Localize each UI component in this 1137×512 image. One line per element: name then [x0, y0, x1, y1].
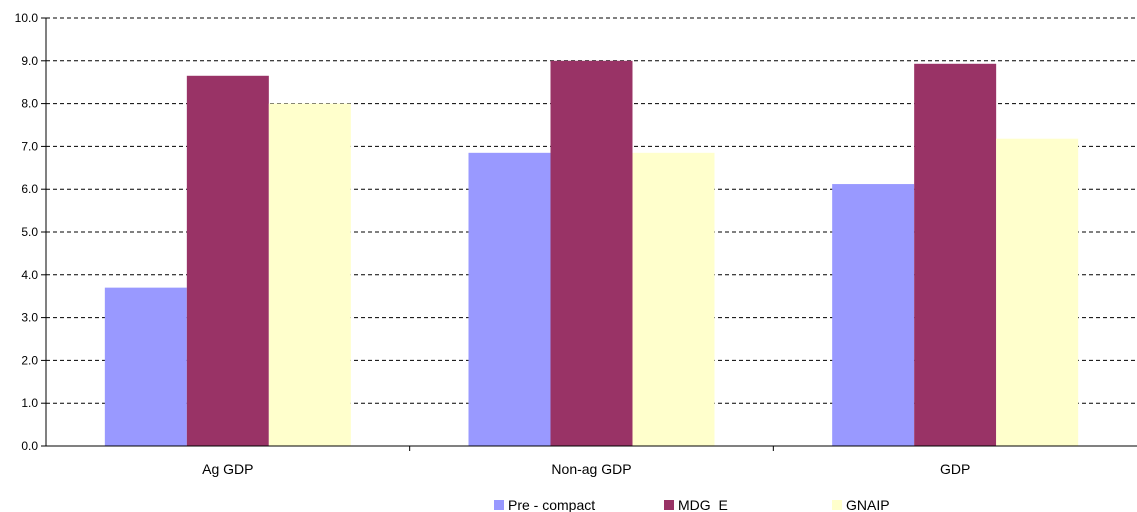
bars-group: [104, 60, 1079, 447]
bar: [832, 184, 915, 446]
y-tick-label: 4.0: [21, 268, 38, 282]
y-tick-label: 3.0: [21, 311, 38, 325]
y-tick-labels: 0.0 1.0 2.0 3.0 4.0 5.0 6.0 7.0 8.0 9.0 10.0: [15, 11, 39, 453]
bar: [550, 60, 633, 447]
legend: Pre - compact MDG E GNAIP: [494, 497, 890, 512]
x-category-label: Non-ag GDP: [551, 461, 631, 477]
bar: [104, 287, 187, 446]
y-tick-label: 2.0: [21, 353, 38, 367]
bar: [268, 103, 351, 446]
y-tick-label: 7.0: [21, 139, 38, 153]
x-category-labels: Ag GDP Non-ag GDP GDP: [202, 461, 970, 477]
legend-label: Pre - compact: [508, 497, 595, 512]
legend-label: GNAIP: [846, 497, 890, 512]
legend-swatch: [494, 500, 504, 510]
y-tick-label: 9.0: [21, 54, 38, 68]
y-tick-label: 5.0: [21, 225, 38, 239]
axes: [41, 17, 1137, 451]
legend-swatch: [832, 500, 842, 510]
y-tick-label: 10.0: [15, 11, 39, 25]
x-category-label: GDP: [940, 461, 970, 477]
y-tick-label: 0.0: [21, 439, 38, 453]
bar: [996, 138, 1079, 447]
bar: [186, 75, 269, 446]
legend-label: MDG E: [678, 497, 728, 512]
bar: [914, 63, 997, 447]
y-tick-label: 6.0: [21, 182, 38, 196]
y-tick-label: 8.0: [21, 97, 38, 111]
legend-swatch: [664, 500, 674, 510]
x-category-label: Ag GDP: [202, 461, 253, 477]
y-tick-label: 1.0: [21, 396, 38, 410]
bar: [632, 152, 715, 446]
bar: [468, 152, 551, 446]
